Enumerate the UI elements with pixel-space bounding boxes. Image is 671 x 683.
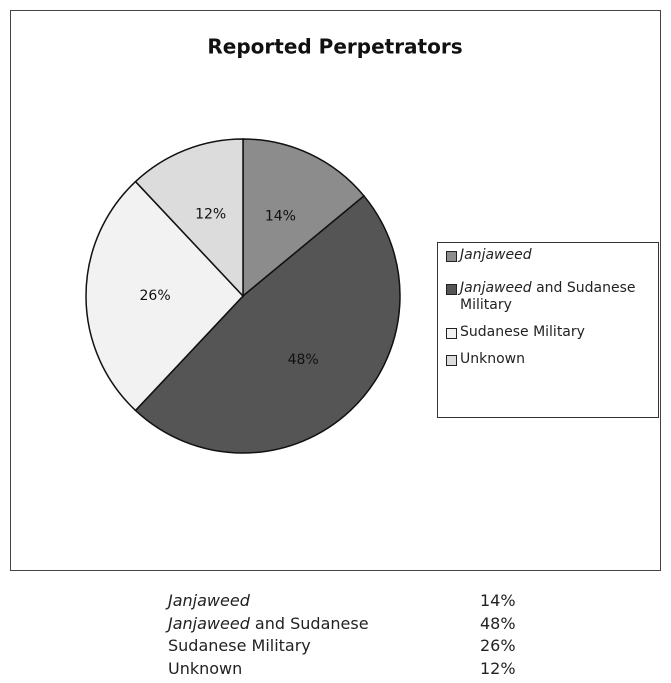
table-row: Unknown 12%	[168, 658, 516, 681]
legend-label: Unknown	[460, 351, 525, 367]
table-cell: Sudanese Military	[168, 636, 311, 656]
legend-item: Janjaweed and Sudanese Military	[446, 280, 654, 314]
data-label: 48%	[288, 352, 319, 368]
table-cell: Janjaweed	[168, 591, 250, 610]
data-label: 14%	[265, 208, 296, 224]
legend-swatch	[446, 251, 457, 262]
legend-swatch	[446, 328, 457, 339]
table-row: Janjaweed 14%	[168, 590, 516, 613]
legend: Janjaweed Janjaweed and Sudanese Military…	[437, 242, 659, 418]
table-row: Sudanese Military 26%	[168, 635, 516, 658]
chart-title: Reported Perpetrators	[207, 35, 462, 59]
pie-slice	[134, 138, 244, 298]
legend-label: Sudanese Military	[460, 324, 585, 340]
data-label: 12%	[195, 206, 226, 222]
table-cell: 26%	[480, 636, 516, 656]
pie-slice	[134, 194, 401, 454]
legend-item: Janjaweed	[446, 247, 654, 264]
legend-swatch	[446, 355, 457, 366]
legend-swatch	[446, 284, 457, 295]
table-cell: Janjaweed and Sudanese	[168, 613, 369, 633]
legend-label: Janjaweed and Sudanese Military	[460, 280, 636, 313]
table-cell: 12%	[480, 659, 516, 679]
legend-item: Sudanese Military	[446, 324, 654, 341]
pie-slice	[85, 180, 245, 412]
legend-label: Janjaweed	[460, 247, 532, 263]
data-label: 26%	[140, 288, 171, 304]
pie-slice	[242, 138, 366, 298]
table-row: Janjaweed and Sudanese 48%	[168, 613, 516, 636]
table-cell: 48%	[480, 613, 516, 633]
table-cell: 14%	[480, 591, 516, 610]
table-cell: Unknown	[168, 659, 243, 679]
summary-table: Janjaweed 14% Janjaweed and Sudanese 48% Sud…	[168, 590, 516, 681]
legend-item: Unknown	[446, 351, 654, 368]
